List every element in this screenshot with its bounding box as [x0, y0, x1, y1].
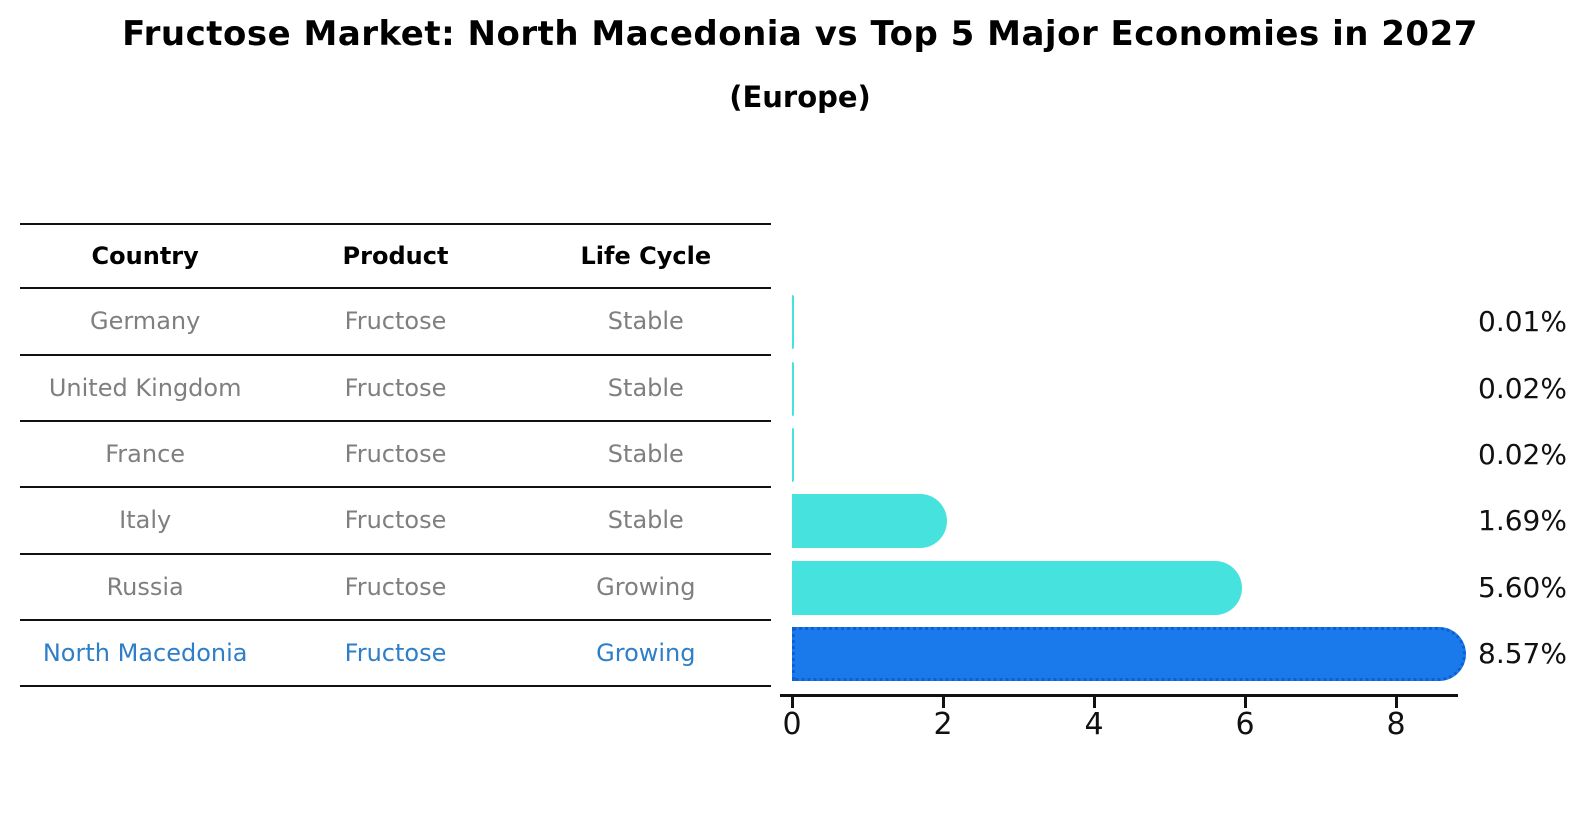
bar	[792, 361, 794, 416]
table-row: Germany Fructose Stable	[20, 289, 771, 356]
table-cell-country: Germany	[90, 307, 201, 336]
table-cell-country: United Kingdom	[48, 373, 242, 402]
table-row: United Kingdom Fructose Stable	[20, 356, 771, 422]
table-cell-life-cycle: Stable	[607, 506, 684, 535]
x-axis-tick	[790, 697, 794, 708]
bar-value-label: 5.60%	[1478, 570, 1567, 604]
table-cell-life-cycle: Stable	[607, 307, 684, 336]
column-header-life-cycle: Life Cycle	[580, 242, 712, 271]
table-cell-country: North Macedonia	[42, 639, 248, 668]
table-cell-life-cycle: Stable	[607, 373, 684, 402]
bar-value-label: 0.02%	[1478, 438, 1567, 472]
table-cell-product: Fructose	[344, 440, 447, 469]
bar-value-label: 0.01%	[1478, 305, 1567, 339]
table-cell-product: Fructose	[344, 307, 447, 336]
table-row: France Fructose Stable	[20, 422, 771, 489]
table-row: North Macedonia Fructose Growing	[20, 621, 771, 688]
x-axis-tick-label: 6	[1235, 707, 1255, 742]
x-axis-tick-label: 0	[782, 707, 802, 742]
table-cell-country: France	[105, 440, 186, 469]
x-axis-tick-label: 8	[1386, 707, 1406, 742]
table-row: Russia Fructose Growing	[20, 555, 771, 621]
table-row: Italy Fructose Stable	[20, 488, 771, 555]
table-cell-product: Fructose	[344, 506, 447, 535]
table-body: Germany Fructose Stable United Kingdom F…	[20, 289, 771, 688]
column-header-product: Product	[342, 242, 449, 271]
bar	[792, 560, 1242, 615]
x-axis-tick	[1092, 697, 1096, 708]
x-axis-tick-label: 4	[1084, 707, 1104, 742]
bar-value-label: 8.57%	[1478, 637, 1567, 671]
bar	[792, 494, 947, 549]
x-axis-tick	[1243, 697, 1247, 708]
table-cell-life-cycle: Growing	[596, 572, 696, 601]
data-table: Country Product Life Cycle Germany Fruct…	[20, 223, 771, 688]
chart-subtitle: (Europe)	[729, 80, 871, 114]
x-axis-tick	[941, 697, 945, 708]
table-cell-product: Fructose	[344, 373, 447, 402]
table-cell-life-cycle: Stable	[607, 440, 684, 469]
bar-value-label: 0.02%	[1478, 371, 1567, 405]
table-cell-country: Italy	[119, 506, 172, 535]
table-cell-product: Fructose	[344, 639, 447, 668]
bar	[792, 295, 794, 350]
table-cell-life-cycle: Growing	[596, 639, 696, 668]
bar	[792, 627, 1467, 682]
x-axis-line	[780, 694, 1458, 697]
column-header-country: Country	[91, 242, 199, 271]
table-header-row: Country Product Life Cycle	[20, 223, 771, 290]
x-axis-tick-label: 2	[933, 707, 953, 742]
bar	[792, 428, 794, 483]
x-axis-tick	[1394, 697, 1398, 708]
table-cell-country: Russia	[106, 572, 184, 601]
table-cell-product: Fructose	[344, 572, 447, 601]
chart-title: Fructose Market: North Macedonia vs Top …	[122, 14, 1478, 54]
bar-value-label: 1.69%	[1478, 504, 1567, 538]
